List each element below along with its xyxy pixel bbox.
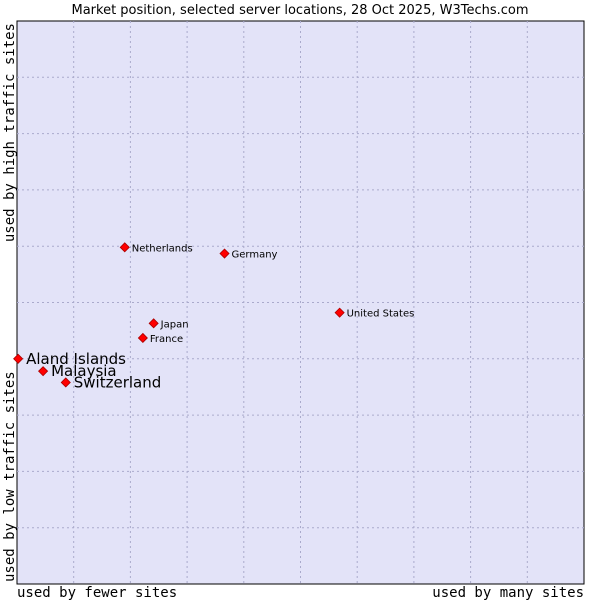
point-marker-aland-islands (13, 353, 24, 364)
point-marker-france (137, 332, 148, 344)
point-label-switzerland: Switzerland (74, 373, 161, 391)
y-axis-label-top: used by high traffic sites (2, 23, 18, 242)
data-points: Netherlands Germany United States Japan Fran… (13, 242, 415, 391)
point-label-united-states: United States (347, 309, 415, 320)
point-label-aland-islands: Aland Islands (26, 350, 126, 368)
point-label-germany: Germany (232, 250, 278, 261)
point-label-japan: Japan (160, 319, 189, 330)
point-germany: Germany (219, 248, 278, 261)
point-label-france: France (150, 334, 183, 345)
point-marker-malaysia (38, 366, 49, 377)
point-netherlands: Netherlands (119, 242, 193, 254)
chart-title: Market position, selected server locatio… (71, 3, 528, 18)
point-switzerland: Switzerland (60, 373, 161, 391)
point-japan: Japan (148, 318, 189, 330)
x-axis-label-right: used by many sites (432, 585, 584, 600)
y-axis-label-bottom: used by low traffic sites (2, 371, 18, 582)
point-united-states: United States (334, 307, 415, 320)
point-malaysia: Malaysia (38, 362, 117, 380)
point-label-malaysia: Malaysia (51, 362, 117, 380)
point-aland-islands: Aland Islands (13, 350, 126, 368)
point-marker-united-states (334, 307, 345, 318)
point-label-netherlands: Netherlands (132, 243, 193, 254)
point-france: France (137, 332, 183, 345)
point-marker-netherlands (119, 242, 130, 253)
point-marker-switzerland (60, 377, 71, 388)
x-axis-label-left: used by fewer sites (17, 585, 177, 600)
grid-lines (17, 21, 584, 584)
point-marker-japan (148, 318, 159, 329)
point-marker-germany (219, 248, 230, 259)
